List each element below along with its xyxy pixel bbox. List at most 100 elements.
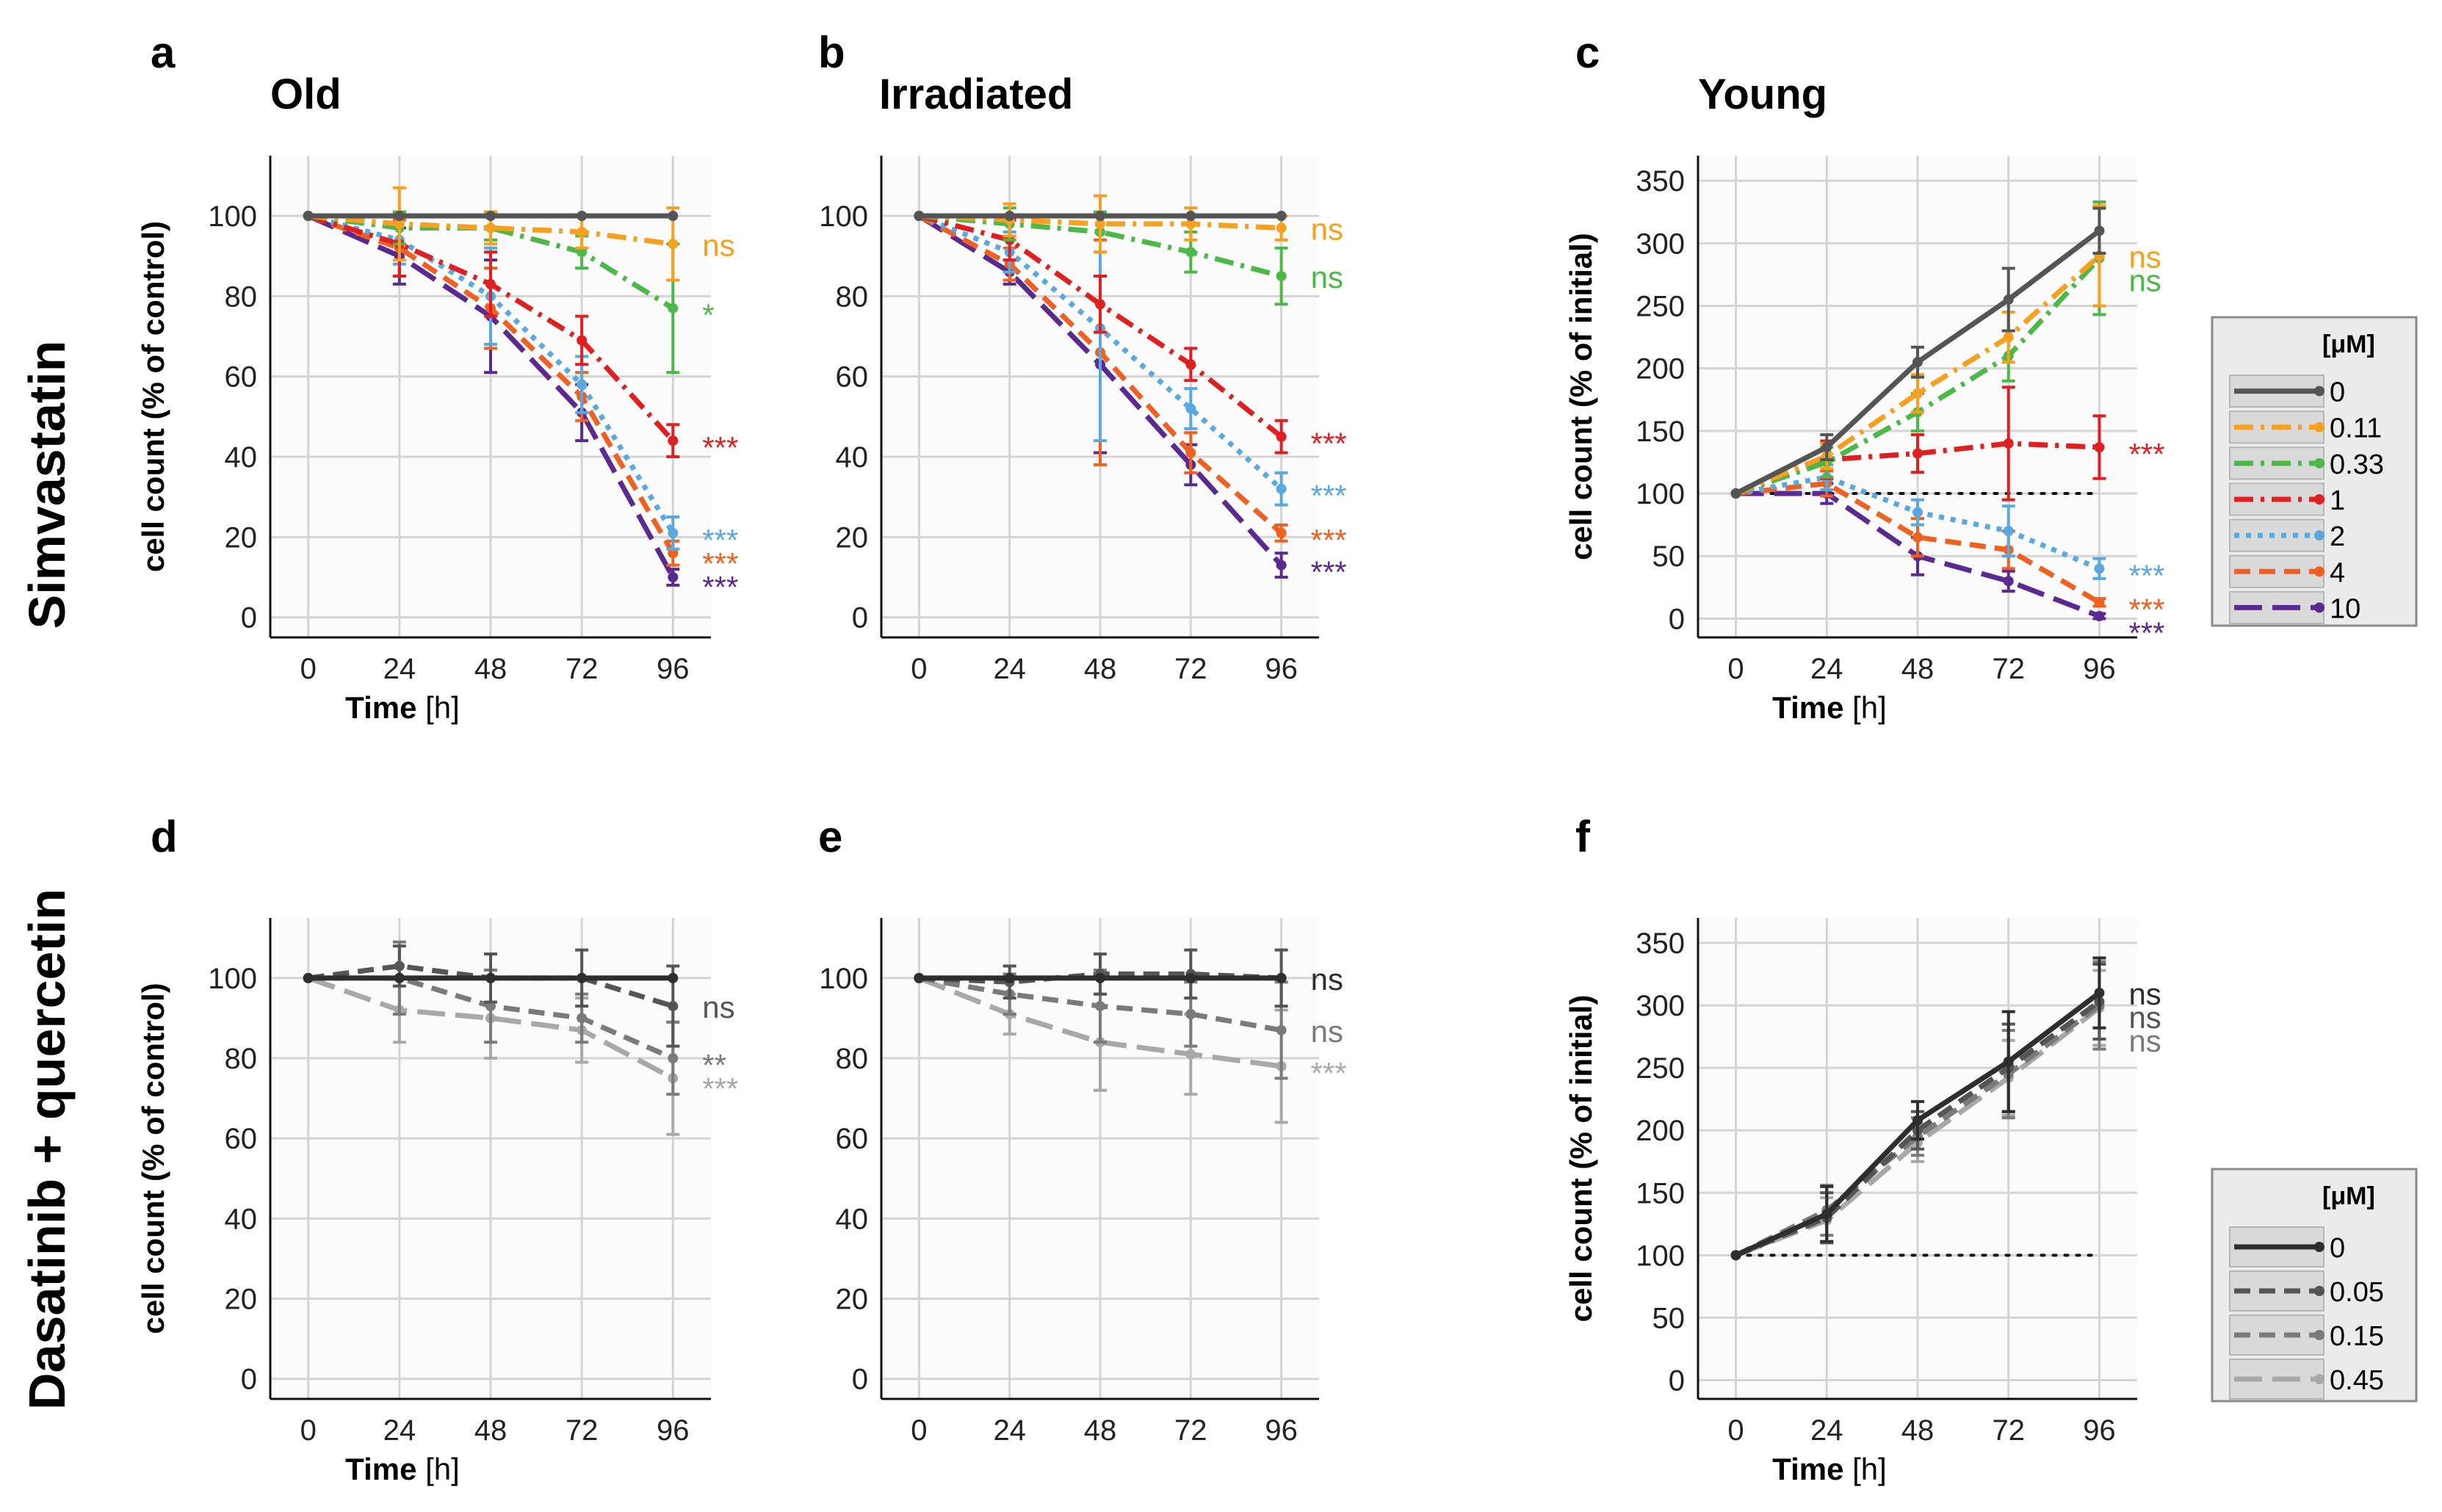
data-point-a-0-2 [485,211,496,221]
panel-f: f 0 50 100 150 200 250 300 350 0 24 48 72 96 Time [h] c… [1564,812,2161,1486]
x-tick-label-d-1: 24 [383,1414,416,1447]
x-tick-label-a-3: 72 [566,653,599,685]
y-tick-label-a-4: 80 [225,281,258,313]
panel-title-c: Young [1698,70,1827,118]
legend-label-0-0: 0 [2330,377,2345,408]
data-point-d-0-4 [668,972,679,983]
row-label-dasatinib-quercetin: Dasatinib + quercetin [18,889,76,1410]
y-tick-label-c-0: 0 [1669,603,1685,635]
y-tick-label-b-4: 80 [836,281,869,313]
data-point-c-0-4 [2094,225,2105,236]
data-point-b-0-2 [1095,211,1105,221]
y-tick-label-e-3: 60 [836,1123,869,1155]
data-point-a-0-1 [394,211,405,221]
significance-label-d-0.15: ** [702,1048,726,1082]
y-tick-label-e-5: 100 [819,963,868,995]
data-point-e-0-1 [1004,972,1015,983]
y-axis-title-f: cell count (% of initial) [1564,995,1598,1323]
data-point-f-0-0 [1730,1250,1741,1261]
series-f-0 [1730,956,2106,1261]
data-point-a-0-4 [668,211,679,221]
series-line-b-0.33 [919,213,1282,279]
data-point-b-0-0 [914,211,925,221]
x-axis-title-bold-f: Time [1772,1452,1852,1486]
y-tick-label-c-1: 50 [1652,540,1686,573]
data-point-b-0.11-3 [1185,218,1196,229]
data-point-c-10-3 [2003,576,2014,587]
x-tick-label-a-1: 24 [383,653,416,685]
legend-label-1-0: 0 [2330,1233,2345,1264]
data-point-f-0-1 [1821,1209,1832,1220]
x-tick-label-c-2: 48 [1901,653,1935,685]
x-tick-label-b-2: 48 [1084,653,1117,685]
x-tick-label-b-3: 72 [1174,653,1207,685]
series-line-b-0.11 [919,213,1282,231]
data-point-c-4-2 [1912,532,1923,543]
data-point-c-1-2 [1912,448,1923,459]
data-point-a-2-3 [577,379,588,390]
y-tick-label-b-5: 100 [819,200,868,233]
legend-swatch-dot-0-0 [2314,386,2324,397]
data-point-b-0-1 [1004,211,1015,221]
data-point-c-2-2 [1912,507,1923,518]
legend-simvastatin: [μM] 0 0.11 0.33 1 2 4 10 [2211,316,2418,627]
significance-label-b-2: *** [1311,479,1347,513]
y-tick-label-e-4: 80 [836,1043,869,1075]
data-point-e-0-4 [1276,972,1287,983]
data-point-a-0.11-4 [668,239,679,250]
y-tick-label-d-5: 100 [208,963,257,995]
y-axis-title-c: cell count (% of initial) [1564,233,1598,560]
data-point-b-0.11-4 [1276,223,1287,234]
y-tick-label-f-0: 0 [1669,1364,1685,1397]
series-c-0 [1730,206,2106,499]
x-tick-label-f-2: 48 [1901,1414,1935,1447]
x-tick-label-f-0: 0 [1727,1414,1744,1447]
y-tick-label-a-0: 0 [241,602,257,634]
data-point-e-0.15-4 [1276,1024,1287,1035]
data-point-c-0-3 [2003,294,2014,305]
x-tick-label-b-0: 0 [911,653,927,685]
data-point-b-2-3 [1185,403,1196,414]
data-point-a-1-4 [668,435,679,446]
legend-swatch-dot-0-6 [2314,602,2324,613]
y-tick-label-e-1: 20 [836,1284,869,1316]
data-point-a-0.11-3 [577,226,588,237]
y-tick-label-c-7: 350 [1636,165,1685,198]
significance-label-a-0.33: * [702,298,714,333]
data-point-a-0-0 [303,211,314,221]
series-b-1 [914,211,1288,455]
legend-dasatinib-quercetin: [μM] 0 0.05 0.15 0.45 [2211,1168,2418,1403]
data-point-c-2-4 [2094,563,2105,574]
panel-label-c: c [1575,28,1600,77]
panel-title-a: Old [270,70,342,118]
legend-swatch-dot-0-4 [2314,530,2324,541]
y-tick-label-a-1: 20 [225,521,258,554]
y-tick-label-d-0: 0 [241,1364,257,1396]
significance-label-f-0: ns [2128,977,2161,1011]
x-tick-label-f-3: 72 [1992,1414,2025,1447]
y-tick-label-f-2: 100 [1636,1240,1685,1272]
panel-a: a Old 0 20 40 60 80 100 0 24 48 72 96 Time [h] cell co… [136,28,738,725]
x-axis-title-unit-a: [h] [425,690,460,725]
data-point-b-0.11-2 [1095,218,1105,229]
significance-label-b-4: *** [1311,523,1347,557]
x-axis-title-a: Time [h] [345,690,460,725]
series-line-c-0.11 [1735,253,2101,496]
significance-label-e-0.45: *** [1311,1056,1347,1090]
x-tick-label-c-3: 72 [1992,653,2025,685]
x-axis-title-unit-f: [h] [1852,1452,1887,1486]
significance-label-b-1: *** [1311,427,1347,461]
data-point-c-1-4 [2094,442,2105,453]
x-tick-label-d-2: 48 [474,1414,507,1447]
data-point-d-0.05-4 [668,1001,679,1012]
series-line-c-4 [1735,480,2101,605]
significance-label-e-0.15: ns [1311,1014,1343,1049]
significance-label-c-0.11: ns [2128,239,2161,274]
x-tick-label-e-2: 48 [1084,1414,1117,1447]
x-axis-title-unit-c: [h] [1852,690,1887,725]
data-point-e-0-3 [1185,972,1196,983]
y-tick-label-f-6: 300 [1636,990,1685,1022]
significance-label-c-0.33: ns [2128,263,2161,297]
y-tick-label-b-2: 40 [836,441,869,474]
